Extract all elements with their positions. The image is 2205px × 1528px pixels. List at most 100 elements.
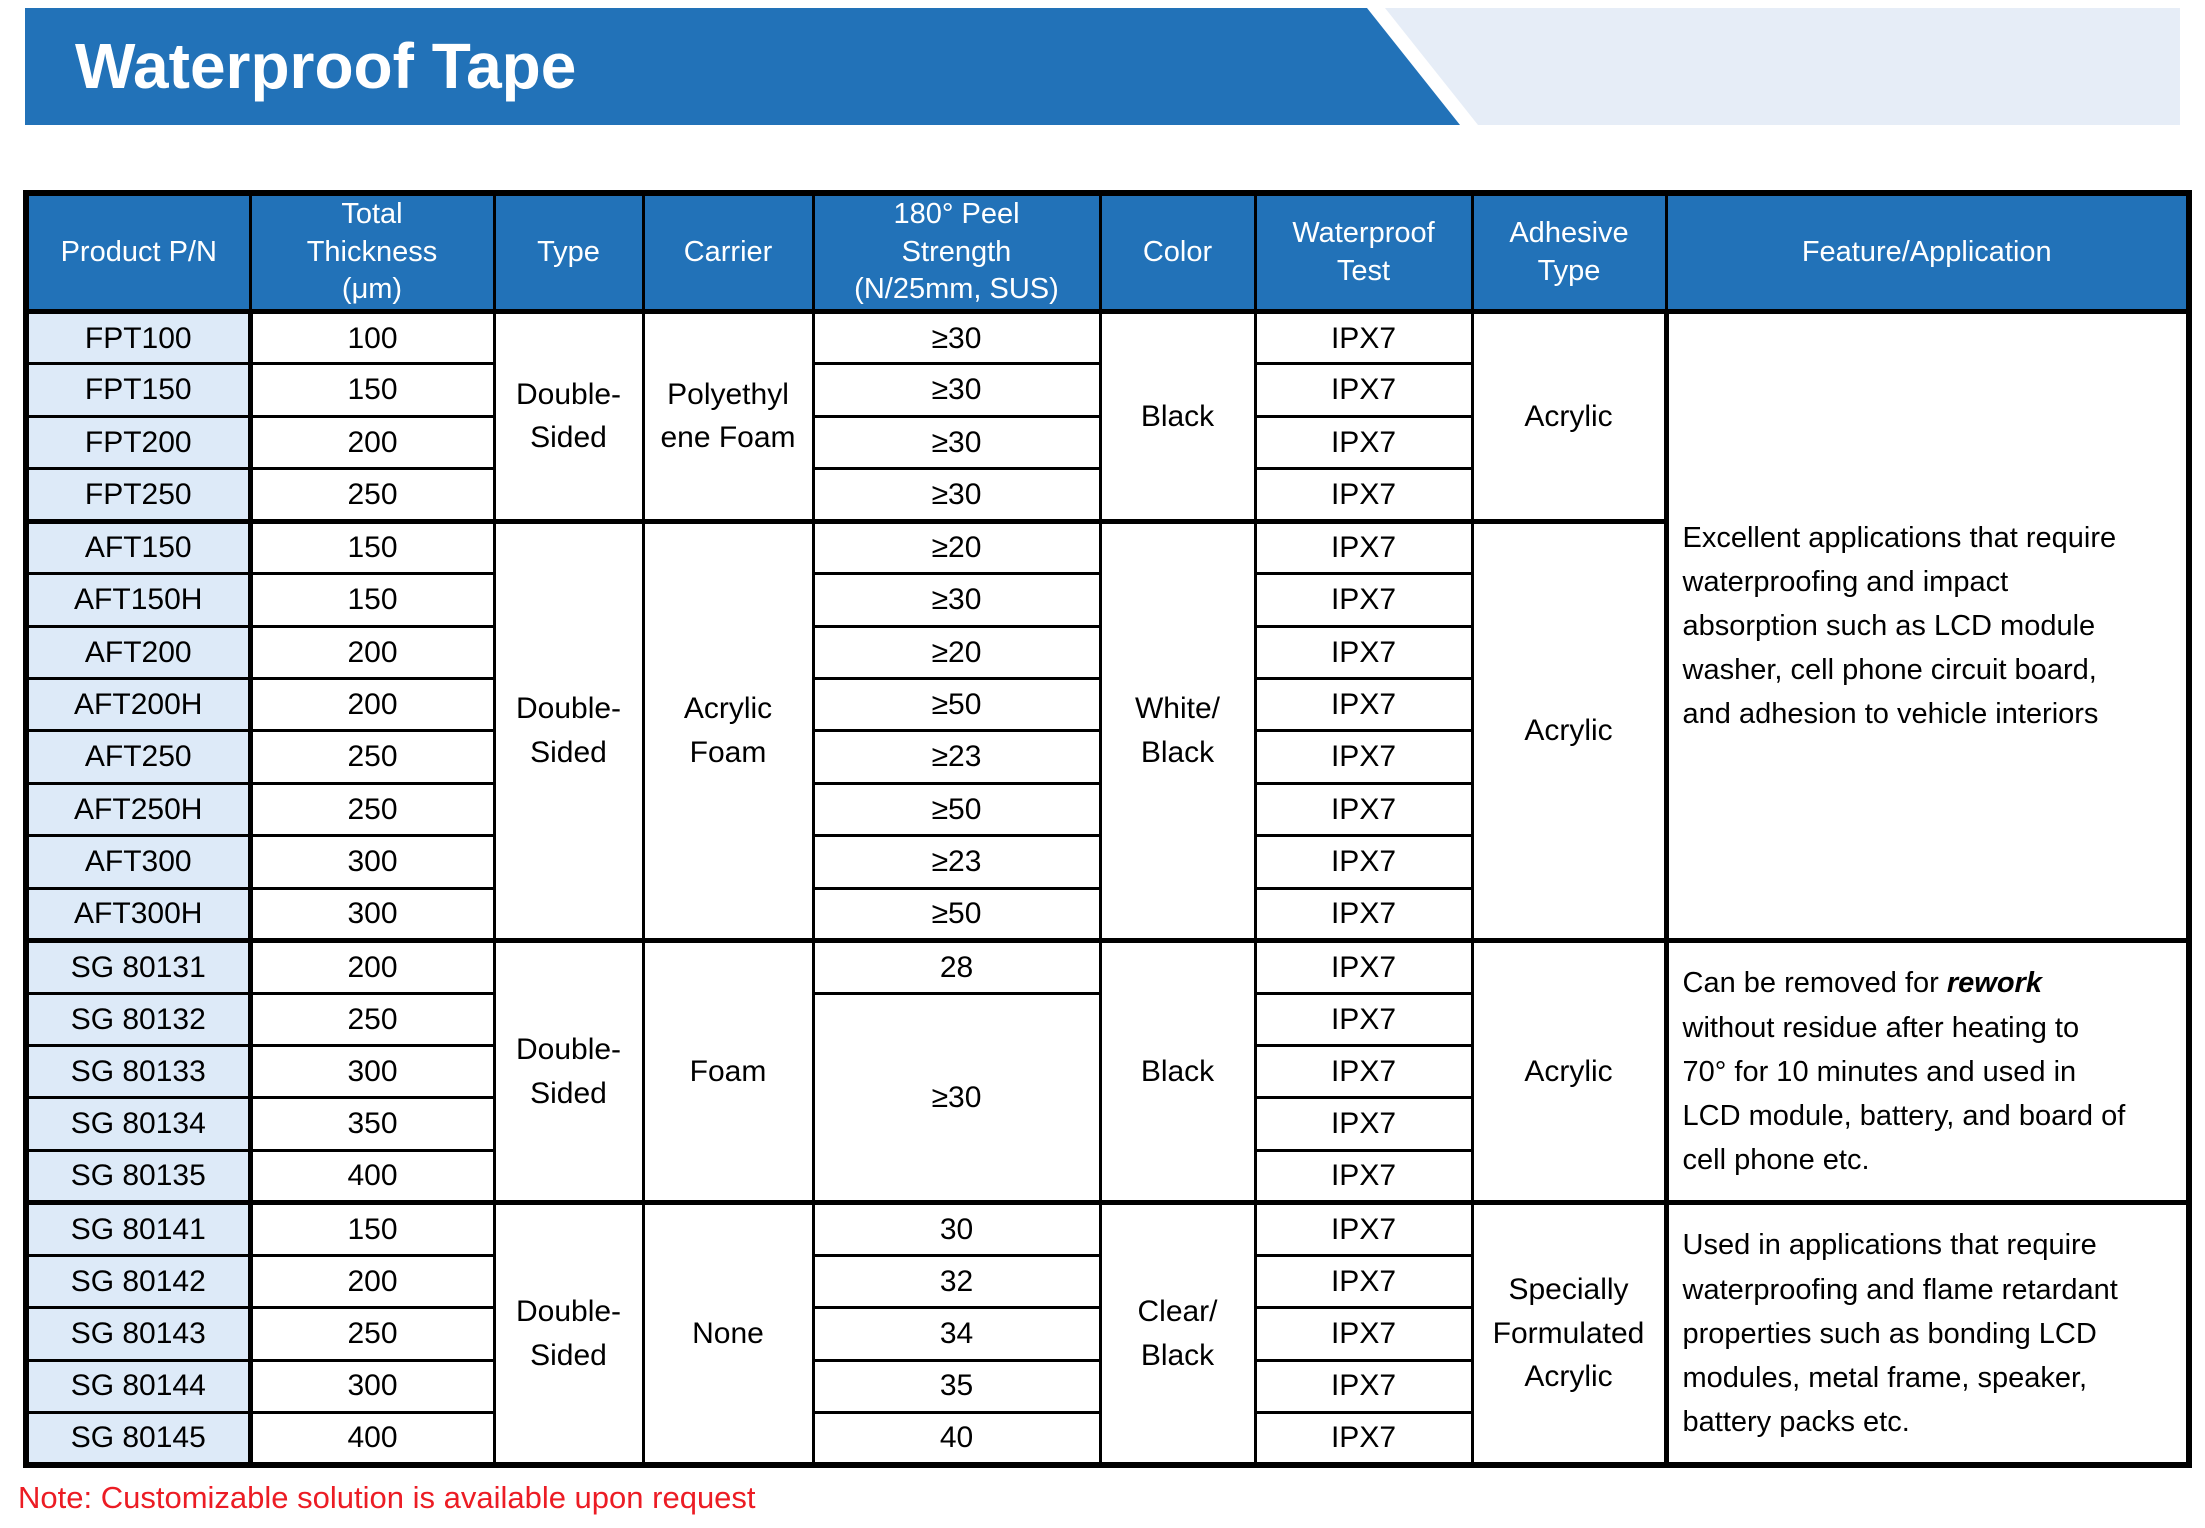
test-cell: IPX7 xyxy=(1253,781,1474,838)
table-row: AFT250 250 ≥23 IPX7 xyxy=(24,729,2189,785)
table-row: SG 80142 200 32 IPX7 xyxy=(24,1253,2189,1310)
thickness-cell: 200 xyxy=(248,624,496,681)
table-row: SG 80145 400 40 IPX7 xyxy=(24,1410,2189,1467)
table-row: SG 80134 350 IPX7 xyxy=(24,1096,2189,1152)
peel-cell: 34 xyxy=(811,1306,1102,1362)
thickness-cell: 350 xyxy=(248,1096,496,1152)
peel-cell: 30 xyxy=(811,1200,1102,1257)
carrier-cell: Polyethyl ene Foam xyxy=(641,309,815,523)
peel-cell: ≥23 xyxy=(811,729,1102,785)
thickness-cell: 150 xyxy=(248,518,496,576)
table-row: AFT200H 200 ≥50 IPX7 xyxy=(24,677,2189,733)
test-cell: IPX7 xyxy=(1253,309,1474,366)
footer-note: Note: Customizable solution is available… xyxy=(18,1480,756,1515)
feature-text-prefix: Can be removed for xyxy=(1682,967,1947,1000)
color-cell: Clear/ Black xyxy=(1098,1200,1257,1467)
product-cell: SG 80134 xyxy=(24,1096,253,1152)
peel-cell: ≥50 xyxy=(811,781,1102,838)
table-row: SG 80143 250 34 IPX7 xyxy=(24,1306,2189,1362)
color-cell: White/ Black xyxy=(1098,518,1257,943)
product-cell: FPT250 xyxy=(24,467,253,523)
peel-cell: ≥30 xyxy=(811,467,1102,523)
product-cell: SG 80144 xyxy=(24,1358,253,1414)
thickness-cell: 150 xyxy=(248,1200,496,1257)
peel-cell: ≥30 xyxy=(811,309,1102,366)
thickness-cell: 250 xyxy=(248,781,496,838)
color-cell: Black xyxy=(1098,938,1257,1205)
thickness-cell: 250 xyxy=(248,1306,496,1362)
thickness-cell: 150 xyxy=(248,362,496,418)
thickness-cell: 300 xyxy=(248,1358,496,1414)
thickness-cell: 400 xyxy=(248,1410,496,1467)
thickness-cell: 150 xyxy=(248,572,496,628)
table-row: AFT300 300 ≥23 IPX7 xyxy=(24,834,2189,890)
color-cell: Black xyxy=(1098,309,1257,523)
peel-cell: ≥30 xyxy=(811,414,1102,471)
peel-cell: ≥20 xyxy=(811,624,1102,681)
table-row: AFT300H 300 ≥50 IPX7 xyxy=(24,886,2189,943)
product-cell: FPT100 xyxy=(24,309,253,366)
product-cell: SG 80132 xyxy=(24,991,253,1047)
col-header-total-thickness: Total Thickness (μm) xyxy=(248,191,496,315)
product-cell: FPT200 xyxy=(24,414,253,471)
product-cell: AFT150 xyxy=(24,518,253,576)
thickness-cell: 300 xyxy=(248,886,496,943)
col-header-product-pn: Product P/N xyxy=(24,191,252,315)
table-row: AFT150H 150 ≥30 IPX7 xyxy=(24,572,2189,628)
col-header-peel-strength: 180° Peel Strength (N/25mm, SUS) xyxy=(811,191,1102,315)
product-cell: AFT300H xyxy=(24,886,253,943)
banner-accent-band xyxy=(1385,8,2180,125)
product-cell: SG 80135 xyxy=(24,1148,253,1205)
table-row: SG 80133 300 IPX7 xyxy=(24,1043,2189,1100)
adhesive-cell: Specially Formulated Acrylic xyxy=(1470,1200,1668,1467)
col-header-waterproof-test: Waterproof Test xyxy=(1253,191,1474,315)
product-cell: SG 80133 xyxy=(24,1043,253,1100)
adhesive-cell: Acrylic xyxy=(1470,938,1668,1205)
feature-cell: Excellent applications that require wate… xyxy=(1663,309,2191,943)
peel-cell: ≥30 xyxy=(811,991,1102,1205)
page-title: Waterproof Tape xyxy=(75,30,577,102)
type-cell: Double- Sided xyxy=(492,1200,645,1467)
peel-cell: ≥50 xyxy=(811,677,1102,733)
peel-cell: 40 xyxy=(811,1410,1102,1467)
table-row: SG 80141 150 Double- Sided None 30 Clear… xyxy=(24,1200,2191,1467)
test-cell: IPX7 xyxy=(1253,886,1474,943)
peel-cell: 35 xyxy=(811,1358,1102,1414)
table-row: AFT150 150 Double- Sided Acrylic Foam ≥2… xyxy=(24,518,2189,943)
table-header: Product P/N Total Thickness (μm) Type Ca… xyxy=(24,191,2191,315)
col-header-feature-application: Feature/Application xyxy=(1664,191,2191,315)
thickness-cell: 200 xyxy=(248,414,496,471)
col-header-color: Color xyxy=(1098,191,1257,315)
type-cell: Double- Sided xyxy=(492,518,645,943)
waterproof-tape-table: Product P/N Total Thickness (μm) Type Ca… xyxy=(23,190,2192,1468)
feature-cell: Can be removed for rework without residu… xyxy=(1663,938,2191,1205)
peel-cell: ≥30 xyxy=(811,572,1102,628)
thickness-cell: 100 xyxy=(248,309,496,366)
test-cell: IPX7 xyxy=(1253,834,1474,890)
thickness-cell: 200 xyxy=(248,938,496,995)
product-cell: AFT200 xyxy=(24,624,253,681)
product-cell: SG 80142 xyxy=(24,1253,253,1310)
test-cell: IPX7 xyxy=(1253,518,1474,576)
thickness-cell: 300 xyxy=(248,834,496,890)
adhesive-cell: Acrylic xyxy=(1470,309,1668,523)
peel-cell: 28 xyxy=(811,938,1102,995)
table-row: FPT150 150 ≥30 IPX7 xyxy=(24,362,2189,418)
feature-emphasis: rework xyxy=(1946,967,2042,1000)
test-cell: IPX7 xyxy=(1253,938,1474,995)
carrier-cell: Foam xyxy=(641,938,815,1205)
test-cell: IPX7 xyxy=(1253,1096,1474,1152)
title-banner: Waterproof Tape xyxy=(25,8,1460,125)
test-cell: IPX7 xyxy=(1253,624,1474,681)
test-cell: IPX7 xyxy=(1253,1410,1474,1467)
product-cell: AFT200H xyxy=(24,677,253,733)
thickness-cell: 200 xyxy=(248,1253,496,1310)
header-row: Product P/N Total Thickness (μm) Type Ca… xyxy=(24,191,2191,315)
type-cell: Double- Sided xyxy=(492,938,645,1205)
product-cell: AFT150H xyxy=(24,572,253,628)
product-cell: FPT150 xyxy=(24,362,253,418)
test-cell: IPX7 xyxy=(1253,467,1474,523)
product-cell: SG 80141 xyxy=(24,1200,253,1257)
table-row: FPT200 200 ≥30 IPX7 xyxy=(24,414,2189,471)
test-cell: IPX7 xyxy=(1253,1148,1474,1205)
